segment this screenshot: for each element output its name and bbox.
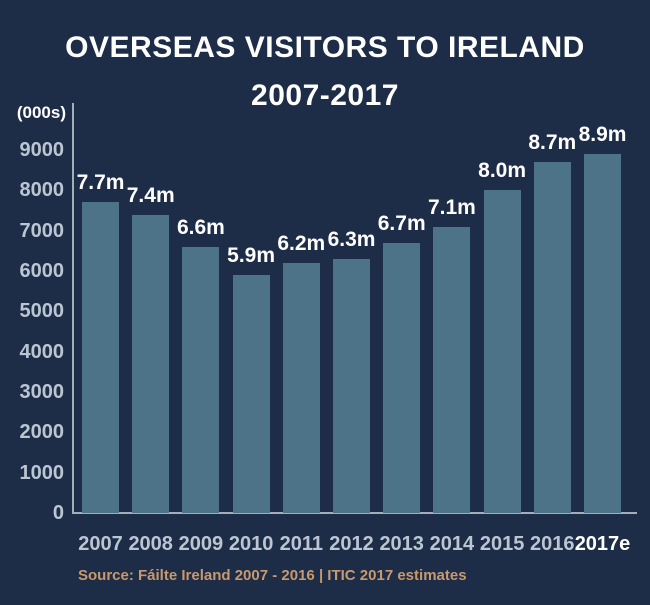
bar-value-label-2010: 5.9m <box>227 244 276 268</box>
bar-value-label-2012: 6.3m <box>327 227 376 251</box>
bar-2014 <box>433 226 471 513</box>
y-tick-label-4000: 4000 <box>19 340 65 363</box>
chart-title-line1: OVERSEAS VISITORS TO IRELAND <box>65 31 585 64</box>
chart-title-line2: 2007-2017 <box>251 79 399 112</box>
bar-2013 <box>383 242 421 513</box>
y-tick-label-9000: 9000 <box>19 139 65 161</box>
y-axis-line <box>72 103 74 513</box>
bar-2009 <box>182 246 220 513</box>
x-tick-label-2010: 2010 <box>228 533 274 555</box>
x-tick-label-2013: 2013 <box>379 533 424 555</box>
bar-2007 <box>82 202 119 513</box>
source-note: Source: Fáilte Ireland 2007 - 2016 | ITI… <box>78 567 467 584</box>
y-tick-label-8000: 8000 <box>19 179 65 202</box>
x-tick-label-2007: 2007 <box>78 533 123 555</box>
bar-2011 <box>282 262 320 513</box>
bar-2010 <box>232 275 270 513</box>
x-tick-label-2008: 2008 <box>128 533 173 555</box>
y-tick-label-0: 0 <box>52 502 64 524</box>
y-tick-label-1000: 1000 <box>19 461 65 484</box>
y-axis-unit-label: (000s) <box>16 103 66 122</box>
bar-value-label-2013: 6.7m <box>377 211 426 235</box>
y-tick-label-7000: 7000 <box>19 219 65 242</box>
x-tick-label-2017e: 2017e <box>574 533 631 555</box>
bar-value-label-2015: 8.0m <box>478 159 527 183</box>
x-tick-label-2016: 2016 <box>530 533 575 555</box>
x-tick-label-2015: 2015 <box>479 533 525 555</box>
bar-2008 <box>132 214 170 513</box>
bar-2017e <box>584 154 621 513</box>
x-tick-label-2011: 2011 <box>279 533 323 555</box>
bar-value-label-2017e: 8.9m <box>578 123 627 147</box>
bar-2015 <box>483 190 521 513</box>
bar-2016 <box>533 162 571 513</box>
x-tick-label-2009: 2009 <box>178 533 224 555</box>
y-tick-label-6000: 6000 <box>19 260 65 282</box>
y-tick-label-3000: 3000 <box>19 381 65 403</box>
x-tick-label-2014: 2014 <box>429 533 475 555</box>
bar-value-label-2009: 6.6m <box>176 215 225 239</box>
chart-title: OVERSEAS VISITORS TO IRELAND 2007-2017 <box>0 24 650 120</box>
bar-value-label-2014: 7.1m <box>427 195 476 219</box>
bar-value-label-2011: 6.2m <box>277 231 326 255</box>
bar-value-label-2007: 7.7m <box>76 171 125 195</box>
bar-value-label-2008: 7.4m <box>126 183 175 207</box>
bar-value-label-2016: 8.7m <box>528 131 577 155</box>
x-axis-line <box>72 512 637 514</box>
y-tick-label-2000: 2000 <box>19 421 65 444</box>
y-tick-label-5000: 5000 <box>19 300 65 323</box>
bar-2012 <box>333 258 370 513</box>
x-tick-label-2012: 2012 <box>329 533 374 555</box>
